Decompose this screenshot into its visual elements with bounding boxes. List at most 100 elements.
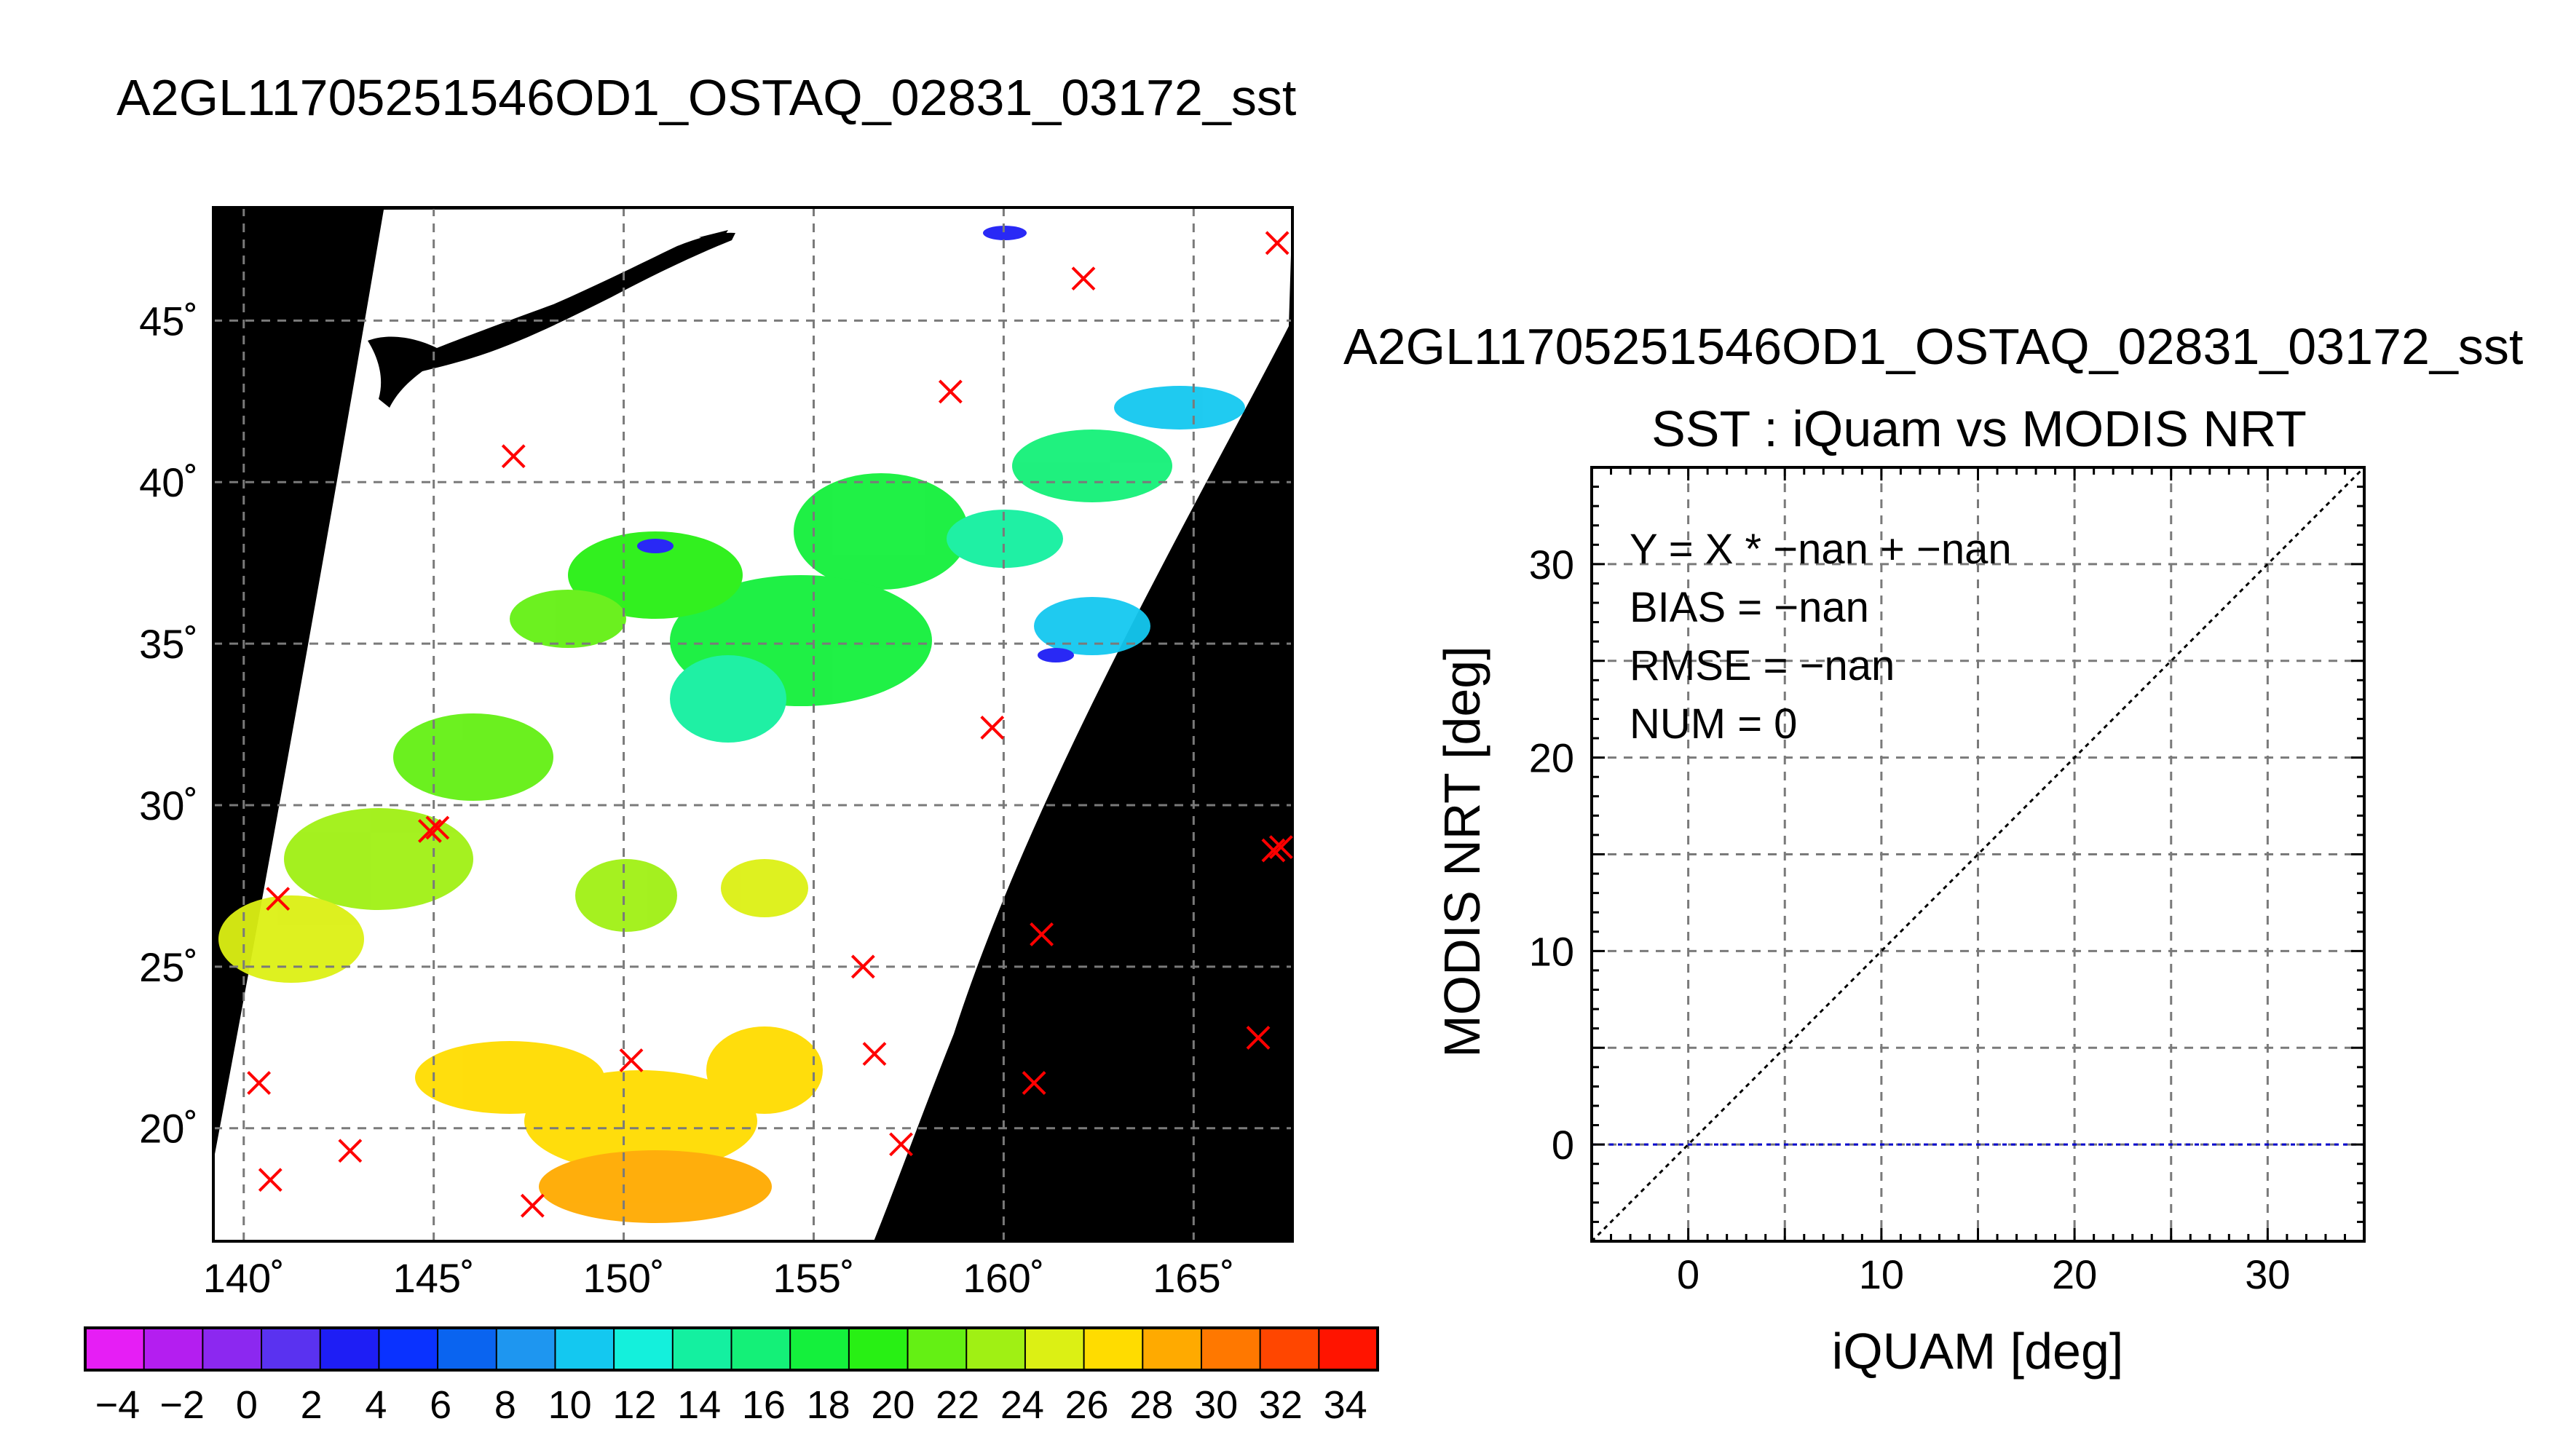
map-lat-tick-label: 40˚	[139, 459, 198, 505]
iquam-marker	[266, 887, 291, 911]
iquam-marker	[889, 1132, 913, 1157]
iquam-marker	[1246, 1026, 1271, 1050]
scatter-annotation-fit: Y = X * −nan + −nan	[1630, 526, 2012, 573]
scatter-y-tick-label: 30	[1529, 542, 1574, 587]
map-lon-tick-label: 150˚	[583, 1255, 665, 1301]
colorbar-cell	[320, 1328, 379, 1370]
scatter-y-tick-label: 20	[1529, 735, 1574, 781]
iquam-marker	[850, 954, 875, 979]
map-lon-tick-label: 165˚	[1153, 1255, 1234, 1301]
colorbar-cell	[672, 1328, 732, 1370]
colorbar-tick-label: −4	[95, 1383, 141, 1427]
colorbar-tick-label: 24	[1000, 1383, 1044, 1427]
colorbar-frame	[84, 1326, 1379, 1372]
iquam-marker	[938, 379, 963, 404]
map-lon-tick-label: 140˚	[203, 1255, 285, 1301]
map-grid	[213, 207, 1292, 1241]
colorbar-cell	[731, 1328, 791, 1370]
map-lon-ticks: 140˚ 145˚ 150˚ 155˚ 160˚ 165˚	[203, 1255, 1235, 1301]
map-lat-tick-label: 30˚	[139, 783, 198, 828]
colorbar-cell	[496, 1328, 556, 1370]
colorbar-cell	[261, 1328, 321, 1370]
scatter-x-tick-label: 10	[1859, 1251, 1904, 1297]
colorbar-cell	[1201, 1328, 1261, 1370]
map-lat-tick-label: 25˚	[139, 944, 198, 990]
scatter-annotation-bias: BIAS = −nan	[1630, 584, 1869, 631]
colorbar-tick-label: 26	[1065, 1383, 1109, 1427]
scatter-title-line1: A2GL11705251546OD1_OSTAQ_02831_03172_sst	[1343, 318, 2523, 375]
colorbar-labels: −4 −2 0 2 4 6 8 10 12 14 16 18 20 22 24 26 28 30 32 34	[95, 1383, 1367, 1427]
one-to-one-line	[1590, 466, 2366, 1243]
map-lat-tick-label: 20˚	[139, 1106, 198, 1152]
colorbar: −4 −2 0 2 4 6 8 10 12 14 16 18 20 22 24 26 28 30 32 34	[84, 1326, 1379, 1427]
map-markers	[247, 231, 1293, 1218]
colorbar-cell	[1083, 1328, 1143, 1370]
iquam-marker	[520, 1193, 545, 1218]
colorbar-tick-label: 10	[548, 1383, 592, 1427]
iquam-marker	[1022, 1071, 1046, 1095]
scatter-x-axis-label: iQUAM [deg]	[1832, 1323, 2124, 1380]
colorbar-cell	[1319, 1328, 1378, 1370]
colorbar-tick-label: 34	[1324, 1383, 1367, 1427]
map-frame	[212, 206, 1294, 1243]
scatter-x-tick-label: 20	[2052, 1251, 2097, 1297]
colorbar-cell	[1142, 1328, 1202, 1370]
colorbar-tick-label: 14	[677, 1383, 721, 1427]
map-lon-tick-label: 155˚	[773, 1255, 854, 1301]
colorbar-cell	[143, 1328, 203, 1370]
sst-data	[218, 226, 1245, 1223]
map-lon-tick-label: 160˚	[963, 1255, 1044, 1301]
iquam-marker	[258, 1168, 283, 1192]
colorbar-cell	[966, 1328, 1026, 1370]
map-lon-tick-label: 145˚	[393, 1255, 475, 1301]
iquam-marker	[501, 444, 526, 469]
colorbar-tick-label: −2	[159, 1383, 205, 1427]
scatter-y-axis-label: MODIS NRT [deg]	[1434, 646, 1490, 1057]
iquam-marker	[425, 815, 450, 840]
scatter-annotation-rmse: RMSE = −nan	[1630, 642, 1895, 689]
colorbar-tick-label: 18	[807, 1383, 850, 1427]
iquam-marker	[980, 716, 1005, 740]
colorbar-cell	[379, 1328, 438, 1370]
colorbar-tick-label: 32	[1259, 1383, 1303, 1427]
colorbar-cell	[202, 1328, 262, 1370]
iquam-marker	[338, 1139, 363, 1163]
iquam-marker	[619, 1048, 644, 1072]
iquam-marker	[247, 1071, 272, 1095]
scatter-y-tick-label: 0	[1552, 1122, 1574, 1168]
iquam-marker	[862, 1042, 887, 1067]
colorbar-cell	[438, 1328, 497, 1370]
colorbar-cell	[614, 1328, 674, 1370]
scatter-x-tick-label: 30	[2245, 1251, 2290, 1297]
map-lat-ticks: 20˚ 25˚ 30˚ 35˚ 40˚ 45˚	[139, 298, 198, 1151]
colorbar-cell	[555, 1328, 615, 1370]
iquam-marker	[1030, 922, 1054, 946]
map-title: A2GL11705251546OD1_OSTAQ_02831_03172_sst	[117, 69, 1296, 126]
iquam-marker	[1071, 266, 1096, 291]
colorbar-tick-label: 22	[936, 1383, 979, 1427]
scatter-x-tick-label: 0	[1677, 1251, 1699, 1297]
map-panel: 20˚25˚30˚35˚40˚45˚ 140˚ 145˚ 150˚ 155˚ 160˚ 1…	[139, 206, 1294, 1301]
scatter-y-ticks: 0 10 20 30	[1529, 542, 1574, 1168]
scatter-title-line2: SST : iQuam vs MODIS NRT	[1651, 400, 2307, 457]
colorbar-tick-label: 8	[494, 1383, 516, 1427]
colorbar-tick-label: 2	[301, 1383, 323, 1427]
colorbar-tick-label: 0	[236, 1383, 258, 1427]
colorbar-tick-label: 16	[742, 1383, 786, 1427]
colorbar-cell	[790, 1328, 850, 1370]
scatter-x-ticks: 0 10 20 30	[1677, 1251, 2290, 1297]
colorbar-tick-label: 4	[365, 1383, 387, 1427]
map-lat-tick-label: 45˚	[139, 298, 198, 344]
colorbar-cell	[85, 1328, 145, 1370]
colorbar-tick-label: 6	[430, 1383, 451, 1427]
colorbar-tick-label: 12	[612, 1383, 656, 1427]
scatter-minor-ticks	[1592, 466, 2366, 1241]
colorbar-cell	[907, 1328, 967, 1370]
scatter-panel: 0 10 20 30 0 10 20 30 Y = X * −nan + −nan BIAS…	[1434, 466, 2366, 1380]
iquam-marker	[1268, 835, 1293, 860]
colorbar-cell	[1260, 1328, 1319, 1370]
colorbar-tick-label: 20	[871, 1383, 915, 1427]
scatter-grid	[1592, 467, 2364, 1241]
map-lat-tick-label: 35˚	[139, 621, 198, 667]
